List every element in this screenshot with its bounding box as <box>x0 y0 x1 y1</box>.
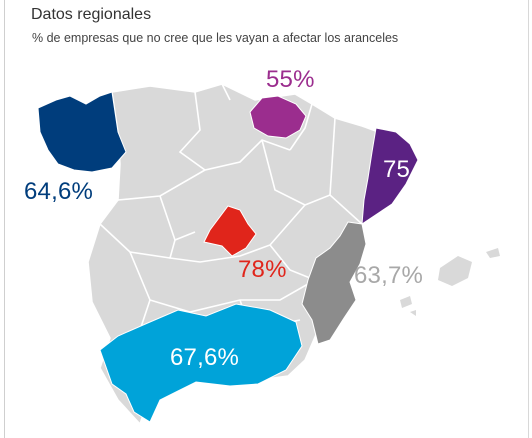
label-pais-vasco: 55% <box>266 66 315 93</box>
region-pais-vasco <box>249 95 307 139</box>
menorca-island <box>486 248 500 258</box>
region-andalucia <box>99 303 303 423</box>
label-valencia: 63,7% <box>354 262 424 289</box>
region-galicia <box>37 91 127 173</box>
region-madrid <box>203 205 257 257</box>
ibiza-island <box>400 296 412 308</box>
left-frame-line <box>4 0 5 438</box>
map-title: Datos regionales <box>31 6 152 23</box>
label-madrid: 78% <box>238 256 287 283</box>
mallorca-island <box>438 256 472 286</box>
region-valencia <box>301 221 367 345</box>
label-andalucia: 67,6% <box>170 344 240 371</box>
map-subtitle: % de empresas que no cree que les vayan … <box>32 31 399 45</box>
formentera-island <box>410 310 416 316</box>
region-cataluna <box>361 127 419 225</box>
right-frame-line <box>528 0 529 438</box>
label-galicia: 64,6% <box>24 178 94 205</box>
label-cataluna: 75,7% <box>383 156 453 183</box>
